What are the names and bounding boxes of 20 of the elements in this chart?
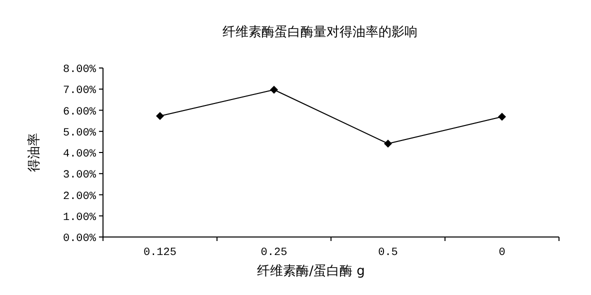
y-tick-label: 8.00% bbox=[62, 64, 96, 76]
point bbox=[498, 112, 506, 121]
y-tick-label: 2.00% bbox=[62, 190, 96, 203]
y-tick-label: 1.00% bbox=[62, 212, 96, 224]
y-tick-label: 7.00% bbox=[62, 85, 96, 98]
y-tick-label: 4.00% bbox=[62, 148, 96, 160]
y-tick-label: 5.00% bbox=[62, 127, 96, 140]
y-tick-label: 6.00% bbox=[62, 106, 96, 118]
x-tick-label: 0.25 bbox=[260, 247, 288, 259]
x-tick-label: 0.5 bbox=[378, 247, 398, 259]
x-tick-label: 0.125 bbox=[143, 247, 177, 259]
x-axis-title: 纤维素酶/蛋白酶 g bbox=[257, 264, 365, 279]
y-tick-label: 3.00% bbox=[62, 170, 96, 182]
x-tick-label: 0 bbox=[498, 247, 506, 259]
point bbox=[270, 86, 278, 94]
chart-title: 纤维素酶蛋白酶量对得油率的影响 bbox=[222, 24, 418, 40]
point bbox=[384, 140, 392, 148]
y-axis-title: 得油率 bbox=[26, 133, 42, 172]
point bbox=[156, 112, 164, 120]
y-tick-label: 0.00% bbox=[62, 233, 96, 245]
